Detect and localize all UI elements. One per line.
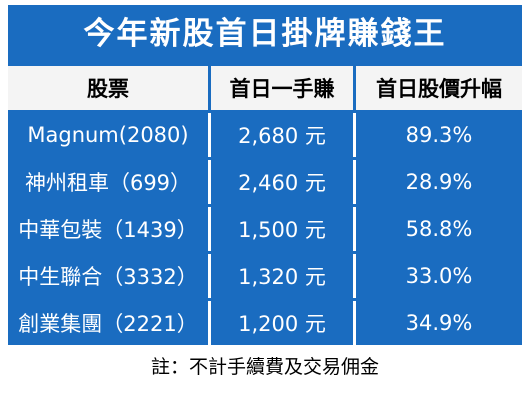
table-cell: 中生聯合（3332）: [18, 265, 198, 289]
title: 今年新股首日掛牌賺錢王: [83, 16, 447, 52]
table-cell: 神州租車（699）: [24, 171, 192, 195]
table-cell: 1,500 元: [208, 207, 353, 251]
table: 股票 首日一手賺 首日股價升幅 Magnum(2080) 2,680 元 89.3% 神州租…: [8, 66, 522, 345]
table-cell: 1,200 元: [208, 301, 353, 345]
table-panel: 今年新股首日掛牌賺錢王 股票 首日一手賺 首日股價升幅 Magnum(2080) 2,6…: [8, 5, 522, 345]
column-header: 首日股價升幅: [353, 66, 522, 110]
table-row: 神州租車（699） 2,460 元 28.9%: [8, 160, 522, 204]
footnote: 註：不計手續費及交易佣金: [150, 356, 379, 378]
table-cell: 中華包裝（1439）: [18, 218, 198, 242]
table-cell: 34.9%: [353, 301, 522, 345]
table-row: Magnum(2080) 2,680 元 89.3%: [8, 113, 522, 157]
column-header: 首日一手賺: [208, 66, 353, 110]
table-cell: 1,320 元: [208, 254, 353, 298]
table-cell: 58.8%: [353, 207, 522, 251]
table-cell: 33.0%: [353, 254, 522, 298]
table-cell: 89.3%: [353, 113, 522, 157]
table-row: 中華包裝（1439） 1,500 元 58.8%: [8, 207, 522, 251]
header-row: 股票 首日一手賺 首日股價升幅: [8, 66, 522, 110]
table-cell: 創業集團（2221）: [18, 312, 198, 336]
table-row: 中生聯合（3332） 1,320 元 33.0%: [8, 254, 522, 298]
column-header: 股票: [8, 66, 208, 110]
table-cell: 2,680 元: [208, 113, 353, 157]
table-cell: 2,460 元: [208, 160, 353, 204]
table-row: 創業集團（2221） 1,200 元 34.9%: [8, 301, 522, 345]
table-cell: Magnum(2080): [27, 123, 189, 147]
table-cell: 28.9%: [353, 160, 522, 204]
